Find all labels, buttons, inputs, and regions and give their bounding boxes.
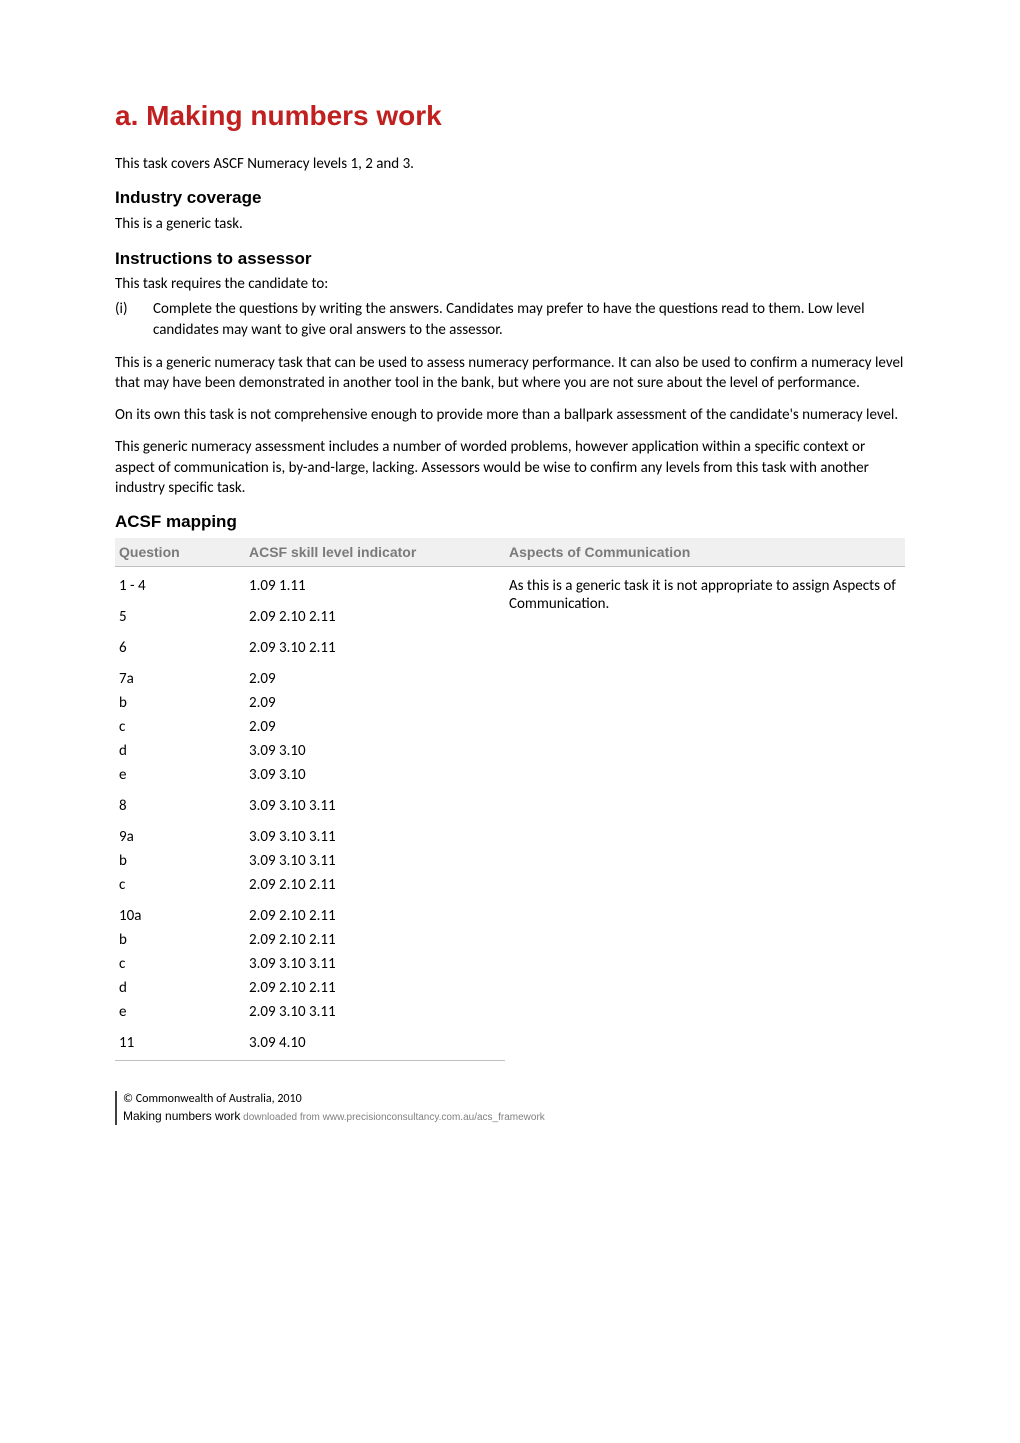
instruction-item: (i) Complete the questions by writing th… [115, 299, 905, 341]
table-cell-question: 11 [115, 1024, 245, 1061]
table-cell-aspects: As this is a generic task it is not appr… [505, 567, 905, 1061]
table-cell-question: e [115, 763, 245, 787]
table-cell-question: 7a [115, 660, 245, 691]
table-cell-indicator: 2.09 3.10 2.11 [245, 629, 505, 660]
table-cell-question: 6 [115, 629, 245, 660]
table-cell-question: c [115, 952, 245, 976]
table-cell-question: c [115, 715, 245, 739]
page-footer: © Commonwealth of Australia, 2010 Making… [115, 1091, 905, 1125]
instructions-lead: This task requires the candidate to: [115, 275, 905, 293]
paragraph-3: This generic numeracy assessment include… [115, 437, 905, 498]
table-cell-question: d [115, 739, 245, 763]
table-cell-indicator: 3.09 3.10 3.11 [245, 952, 505, 976]
table-row: 1 - 41.09 1.11As this is a generic task … [115, 567, 905, 599]
table-header-aspects: Aspects of Communication [505, 538, 905, 567]
table-cell-indicator: 2.09 2.10 2.11 [245, 897, 505, 928]
instruction-item-text: Complete the questions by writing the an… [153, 299, 905, 341]
table-cell-question: b [115, 928, 245, 952]
table-cell-indicator: 3.09 3.10 [245, 763, 505, 787]
instruction-item-number: (i) [115, 299, 153, 341]
page-title: a. Making numbers work [115, 100, 905, 132]
table-cell-question: c [115, 873, 245, 897]
table-cell-question: 1 - 4 [115, 567, 245, 599]
table-cell-indicator: 2.09 2.10 2.11 [245, 873, 505, 897]
table-cell-indicator: 2.09 2.10 2.11 [245, 928, 505, 952]
table-cell-indicator: 2.09 [245, 715, 505, 739]
table-cell-indicator: 3.09 4.10 [245, 1024, 505, 1061]
table-cell-indicator: 2.09 [245, 691, 505, 715]
table-header-row: Question ACSF skill level indicator Aspe… [115, 538, 905, 567]
table-cell-question: b [115, 849, 245, 873]
table-cell-question: 5 [115, 598, 245, 629]
table-cell-indicator: 3.09 3.10 3.11 [245, 849, 505, 873]
table-cell-question: 8 [115, 787, 245, 818]
table-header-question: Question [115, 538, 245, 567]
table-cell-question: e [115, 1000, 245, 1024]
industry-heading: Industry coverage [115, 188, 905, 208]
table-cell-indicator: 2.09 3.10 3.11 [245, 1000, 505, 1024]
instructions-heading: Instructions to assessor [115, 249, 905, 269]
industry-text: This is a generic task. [115, 214, 905, 234]
table-cell-question: d [115, 976, 245, 1000]
document-page: a. Making numbers work This task covers … [0, 0, 1020, 1165]
footer-copyright: © Commonwealth of Australia, 2010 [123, 1091, 905, 1108]
footer-doc-line: Making numbers work downloaded from www.… [123, 1108, 905, 1125]
paragraph-1: This is a generic numeracy task that can… [115, 353, 905, 394]
footer-downloaded: downloaded from www.precisionconsultancy… [240, 1112, 544, 1123]
table-cell-indicator: 3.09 3.10 3.11 [245, 818, 505, 849]
acsf-mapping-table: Question ACSF skill level indicator Aspe… [115, 538, 905, 1061]
title-prefix: a. [115, 100, 138, 131]
footer-doc-title: Making numbers work [123, 1109, 240, 1123]
table-cell-indicator: 3.09 3.10 3.11 [245, 787, 505, 818]
intro-text: This task covers ASCF Numeracy levels 1,… [115, 154, 905, 174]
table-cell-indicator: 2.09 [245, 660, 505, 691]
table-cell-indicator: 3.09 3.10 [245, 739, 505, 763]
table-cell-question: 10a [115, 897, 245, 928]
title-main: Making numbers work [146, 100, 442, 131]
mapping-heading: ACSF mapping [115, 512, 905, 532]
table-cell-indicator: 2.09 2.10 2.11 [245, 976, 505, 1000]
paragraph-2: On its own this task is not comprehensiv… [115, 405, 905, 425]
table-cell-question: b [115, 691, 245, 715]
table-cell-indicator: 1.09 1.11 [245, 567, 505, 599]
table-cell-indicator: 2.09 2.10 2.11 [245, 598, 505, 629]
table-cell-question: 9a [115, 818, 245, 849]
table-header-indicator: ACSF skill level indicator [245, 538, 505, 567]
